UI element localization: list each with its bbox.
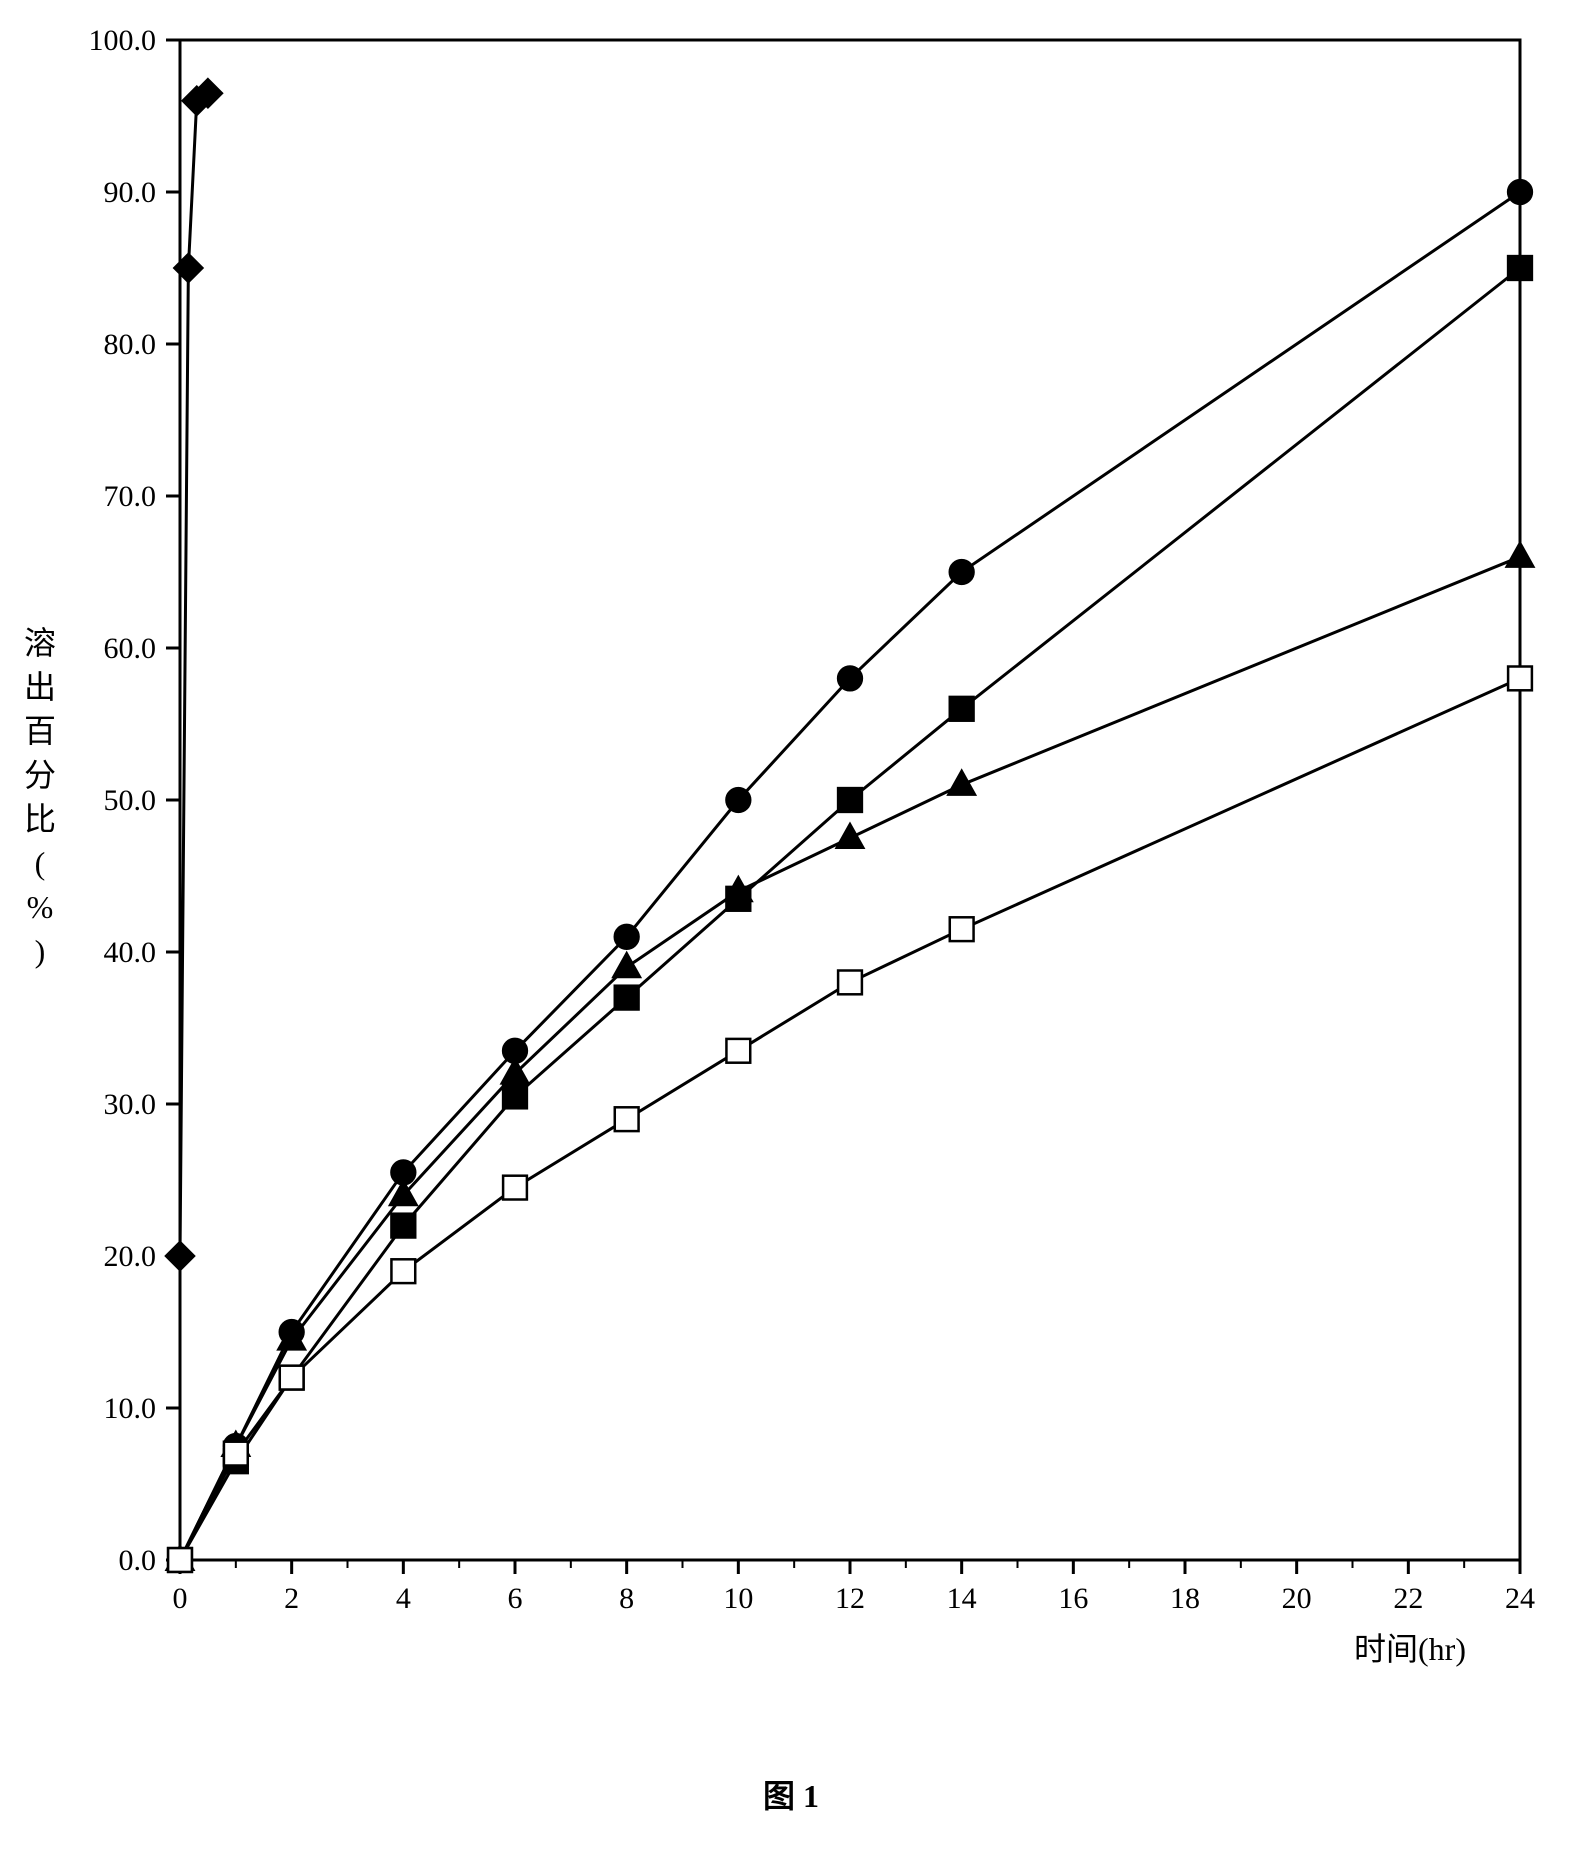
svg-text:20: 20 [1282,1582,1312,1615]
svg-text:40.0: 40.0 [104,936,157,969]
line-chart: 0.0 10.0 20.0 30.0 40.0 50.0 60.0 70.0 80.0 90.0 1… [0,0,1582,1751]
svg-text:8: 8 [619,1582,634,1615]
svg-text:0.0: 0.0 [119,1544,157,1577]
svg-text:70.0: 70.0 [104,480,157,513]
svg-text:比: 比 [24,801,56,837]
svg-text:18: 18 [1170,1582,1200,1615]
svg-text:): ) [35,933,46,969]
svg-text:%: % [27,889,54,925]
svg-text:百: 百 [24,713,56,749]
svg-text:2: 2 [284,1582,299,1615]
svg-text:分: 分 [24,757,56,793]
svg-text:20.0: 20.0 [104,1240,157,1273]
svg-text:时间(hr): 时间(hr) [1354,1631,1466,1667]
svg-text:90.0: 90.0 [104,176,157,209]
svg-text:溶: 溶 [24,625,56,661]
chart-caption: 图 1 [0,1771,1582,1817]
svg-text:22: 22 [1393,1582,1423,1615]
svg-text:100.0: 100.0 [89,24,157,57]
svg-text:6: 6 [508,1582,523,1615]
chart-container: 0.0 10.0 20.0 30.0 40.0 50.0 60.0 70.0 80.0 90.0 1… [0,0,1582,1851]
svg-text:16: 16 [1058,1582,1088,1615]
svg-text:出: 出 [24,669,56,705]
svg-text:10: 10 [723,1582,753,1615]
svg-text:60.0: 60.0 [104,632,157,665]
svg-text:4: 4 [396,1582,411,1615]
svg-text:10.0: 10.0 [104,1392,157,1425]
svg-text:0: 0 [173,1582,188,1615]
svg-text:14: 14 [947,1582,977,1615]
svg-text:30.0: 30.0 [104,1088,157,1121]
svg-text:80.0: 80.0 [104,328,157,361]
svg-text:50.0: 50.0 [104,784,157,817]
svg-text:24: 24 [1505,1582,1535,1615]
svg-text:12: 12 [835,1582,865,1615]
svg-text:(: ( [35,845,46,881]
